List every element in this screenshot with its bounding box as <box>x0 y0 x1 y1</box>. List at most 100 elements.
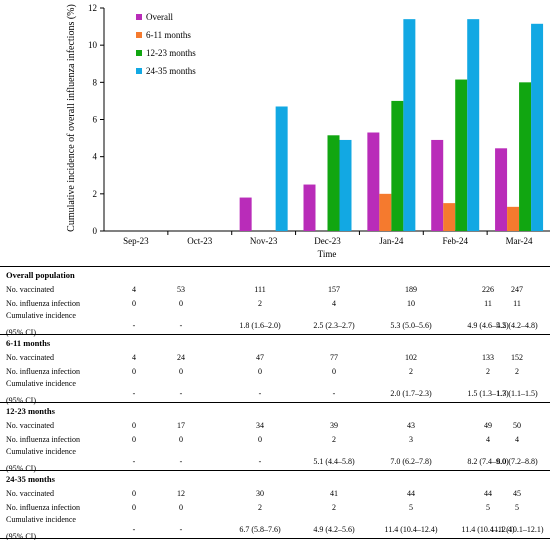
row-label: Cumulative incidence <box>6 447 76 456</box>
bar-chart: Cumulative incidence of overall influenz… <box>66 3 550 259</box>
table-cell: 4.9 (4.2–5.6) <box>313 525 355 534</box>
section-title: 24-35 months <box>6 474 56 484</box>
table-cell: 3 <box>409 435 413 444</box>
table-cell: 0 <box>132 299 136 308</box>
row-label: (95% CI) <box>6 532 36 540</box>
table-cell: 2.5 (2.3–2.7) <box>313 321 355 330</box>
table-cell: 8.0 (7.2–8.8) <box>496 457 538 466</box>
table-cell: 34 <box>256 421 264 430</box>
table-cell: 2 <box>409 367 413 376</box>
bar <box>519 82 532 231</box>
table-cell: 44 <box>484 489 492 498</box>
bar <box>379 193 392 231</box>
table-cell: 4 <box>132 285 136 294</box>
y-tick-label: 10 <box>88 40 98 50</box>
section-title: 12-23 months <box>6 406 56 416</box>
table-cell: 0 <box>179 367 183 376</box>
row-label: Cumulative incidence <box>6 379 76 388</box>
table-cell: 2 <box>258 503 262 512</box>
table-cell: - <box>133 525 136 534</box>
table-cell: 133 <box>482 353 494 362</box>
table-cell: 17 <box>177 421 185 430</box>
table-cell: 5.3 (5.0–5.6) <box>390 321 432 330</box>
bar <box>431 139 444 231</box>
x-tick-label: Jan-24 <box>379 236 403 246</box>
table-cell: 2 <box>332 503 336 512</box>
bar <box>239 197 252 231</box>
table-cell: 53 <box>177 285 185 294</box>
table-cell: 30 <box>256 489 264 498</box>
table-cell: - <box>133 321 136 330</box>
table-cell: 45 <box>513 489 521 498</box>
table-cell: 4 <box>515 435 519 444</box>
bar <box>327 135 340 231</box>
row-label: No. influenza infection <box>6 503 80 512</box>
bar <box>367 132 380 231</box>
row-label: (95% CI) <box>6 464 36 473</box>
legend-swatch <box>136 50 142 56</box>
table-cell: 43 <box>407 421 415 430</box>
table-cell: 226 <box>482 285 494 294</box>
table-cell: 111 <box>254 285 265 294</box>
table-cell: 8.2 (7.4–9.0) <box>467 457 509 466</box>
table-cell: 0 <box>132 367 136 376</box>
table-cell: 10 <box>407 299 415 308</box>
table-cell: 2 <box>258 299 262 308</box>
table-cell: 0 <box>132 435 136 444</box>
table-cell: 0 <box>179 503 183 512</box>
table-cell: 4.9 (4.6–5.2) <box>467 321 509 330</box>
table-cell: 2.0 (1.7–2.3) <box>390 389 432 398</box>
bar <box>495 148 508 231</box>
row-label: No. vaccinated <box>6 421 54 430</box>
table-cell: 11 <box>513 299 521 308</box>
table-cell: - <box>180 321 183 330</box>
table-cell: 0 <box>132 489 136 498</box>
table-cell: 12 <box>177 489 185 498</box>
table-cell: 44 <box>407 489 415 498</box>
bar <box>303 184 316 231</box>
table-cell: - <box>259 457 262 466</box>
table-cell: 2 <box>486 367 490 376</box>
legend-label: 6-11 months <box>146 30 191 40</box>
legend-label: 12-23 months <box>146 48 196 58</box>
y-tick-label: 0 <box>93 226 98 236</box>
x-tick-label: Feb-24 <box>442 236 468 246</box>
table-cell: 1.3 (1.1–1.5) <box>496 389 538 398</box>
table-cell: 1.8 (1.6–2.0) <box>239 321 281 330</box>
table-cell: - <box>133 389 136 398</box>
table-cell: 152 <box>511 353 523 362</box>
table-cell: 2 <box>515 367 519 376</box>
bar <box>467 19 480 232</box>
table-cell: 2 <box>332 435 336 444</box>
bar <box>455 79 468 231</box>
legend-swatch <box>136 32 142 38</box>
row-label: No. vaccinated <box>6 489 54 498</box>
table-cell: 4 <box>332 299 336 308</box>
table-cell: 247 <box>511 285 523 294</box>
bar <box>531 23 544 231</box>
table-cell: 11 <box>484 299 492 308</box>
table-cell: 5.1 (4.4–5.8) <box>313 457 355 466</box>
bar <box>443 203 456 231</box>
table-cell: 0 <box>132 503 136 512</box>
table-cell: 0 <box>132 421 136 430</box>
y-axis-label: Cumulative incidence of overall influenz… <box>66 4 77 232</box>
legend: Overall 6-11 months 12-23 months 24-35 mont… <box>136 12 196 76</box>
table-cell: 11.4 (10.4–12.4) <box>384 525 437 534</box>
row-label: No. vaccinated <box>6 285 54 294</box>
section-title: Overall population <box>6 270 75 280</box>
table-cell: - <box>259 389 262 398</box>
row-label: Cumulative incidence <box>6 515 76 524</box>
table-cell: - <box>180 525 183 534</box>
bar <box>391 100 404 232</box>
row-label: (95% CI) <box>6 396 36 405</box>
row-label: No. influenza infection <box>6 299 80 308</box>
table-cell: 157 <box>328 285 340 294</box>
table-cell: 0 <box>179 435 183 444</box>
table-cell: 102 <box>405 353 417 362</box>
bar <box>339 139 352 231</box>
y-tick-label: 8 <box>93 77 98 87</box>
table-cell: 4.5 (4.2–4.8) <box>496 321 538 330</box>
table-cell: 0 <box>179 299 183 308</box>
